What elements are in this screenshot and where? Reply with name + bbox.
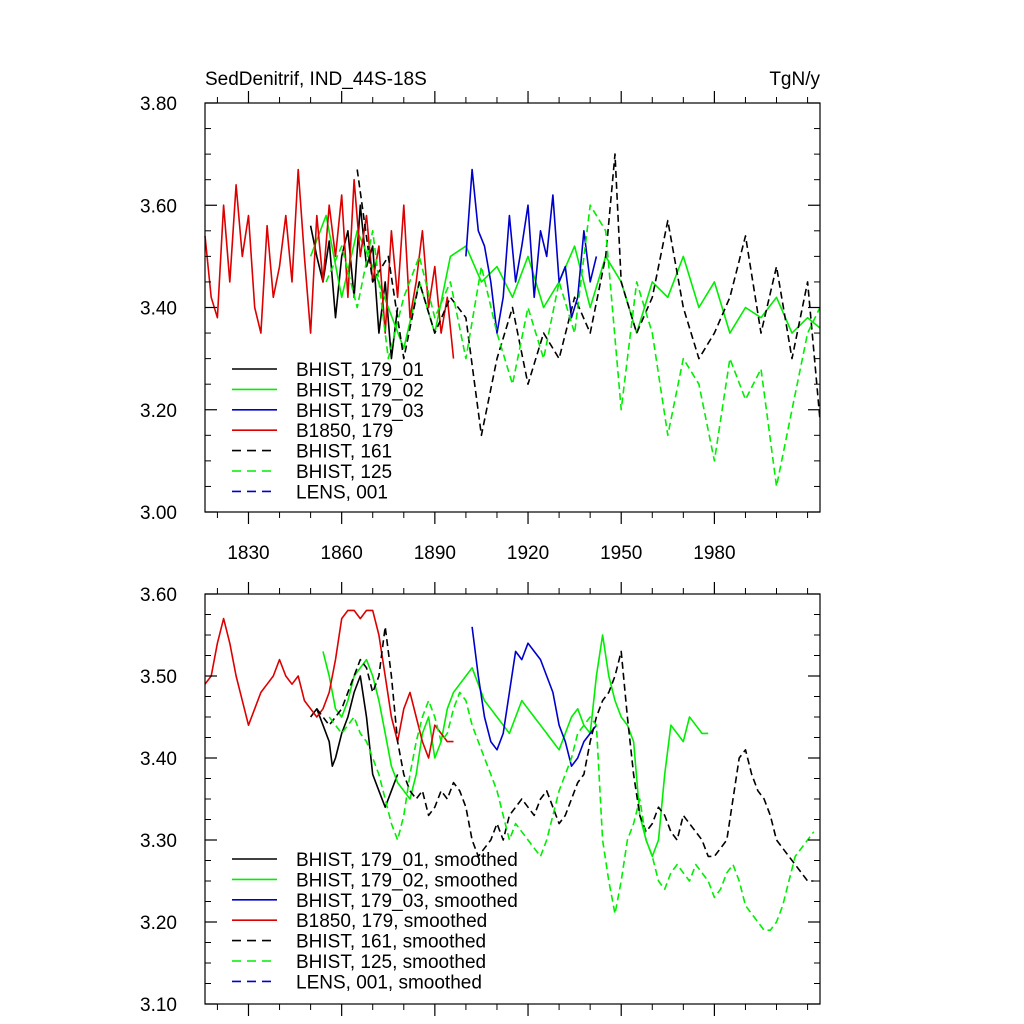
legend-label: BHIST, 179_03: [296, 401, 424, 422]
x-tick-label: 1830: [227, 543, 269, 564]
chart-title: SedDenitrif, IND_44S-18S: [205, 69, 427, 90]
x-tick-label: 1920: [507, 543, 549, 564]
series-line-0-3: [204, 168, 455, 359]
y-tick-label: 3.80: [140, 94, 177, 115]
bottom-panel: 3.10 3.20 3.30 3.40 3.50 3.60 BHIST, 179_01, s…: [140, 582, 821, 1016]
legend-label: B1850, 179, smoothed: [296, 911, 487, 932]
series-line-1-5: [328, 691, 815, 932]
x-tick-label: 1950: [600, 543, 642, 564]
legend-label: BHIST, 179_03, smoothed: [296, 891, 518, 912]
y-tick-label: 3.30: [140, 831, 177, 852]
series-line-0-5: [325, 204, 821, 488]
legend-label: BHIST, 179_01: [296, 360, 424, 381]
y-tick-label: 3.60: [140, 585, 177, 606]
series-line-1-3: [204, 609, 454, 759]
series-line-1-4: [316, 625, 814, 882]
legend-label: BHIST, 179_02, smoothed: [296, 870, 518, 891]
y-tick-label: 3.40: [140, 749, 177, 770]
x-tick-label: 1980: [693, 543, 735, 564]
legend-label: BHIST, 179_02: [296, 380, 424, 401]
y-tick-label: 3.60: [140, 196, 177, 217]
legend-label: B1850, 179: [296, 421, 393, 442]
y-tick-label: 3.00: [140, 503, 177, 524]
series-line-1-1: [322, 634, 709, 858]
series-line-0-1: [309, 214, 821, 350]
y-tick-label: 3.20: [140, 913, 177, 934]
y-tick-label: 3.50: [140, 667, 177, 688]
legend-label: BHIST, 125, smoothed: [296, 952, 486, 973]
legend-label: BHIST, 161: [296, 442, 392, 463]
legend-label: BHIST, 179_01, smoothed: [296, 850, 518, 871]
y-tick-label: 3.40: [140, 299, 177, 320]
legend-label: BHIST, 161, smoothed: [296, 932, 486, 953]
legend-label: LENS, 001, smoothed: [296, 972, 482, 993]
y-tick-label: 3.10: [140, 995, 177, 1016]
series-line-1-0: [309, 675, 399, 809]
legend-label: BHIST, 125: [296, 462, 392, 483]
y-tick-label: 3.20: [140, 401, 177, 422]
series-line-0-2: [465, 168, 598, 334]
top-panel: 3.00 3.20 3.40 3.60 3.80 1830 1860 1890 1920 1950…: [140, 69, 821, 564]
units-label: TgN/y: [769, 69, 820, 90]
x-tick-label: 1860: [321, 543, 363, 564]
series-line-0-4: [356, 153, 821, 437]
legend-label: LENS, 001: [296, 482, 388, 503]
x-tick-label: 1890: [414, 543, 456, 564]
series-line-1-2: [471, 626, 598, 768]
